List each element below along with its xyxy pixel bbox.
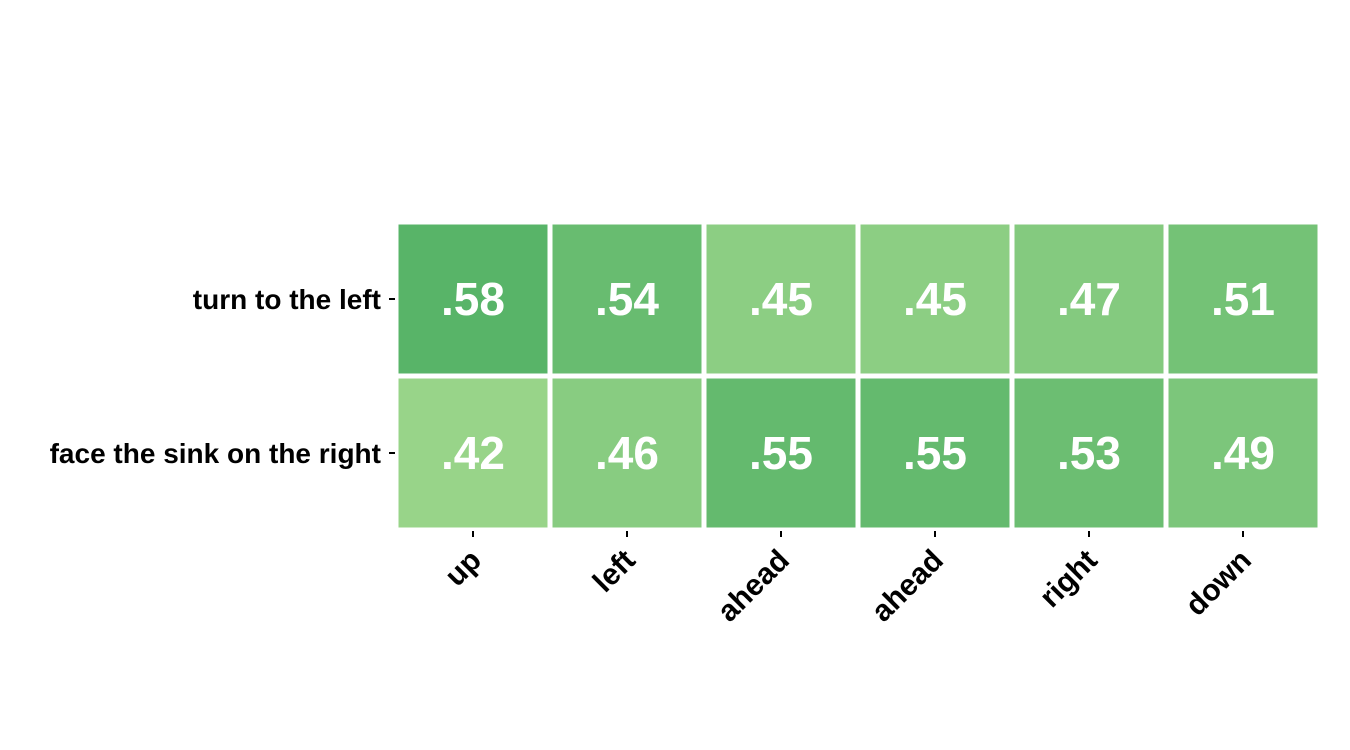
heatmap-cell-r0-c4 bbox=[1014, 224, 1164, 374]
column-axis: up left ahead ahead right down bbox=[439, 531, 1258, 628]
heatmap-cell-r1-c5 bbox=[1168, 378, 1318, 528]
cell-value-label: .53 bbox=[1057, 427, 1121, 479]
column-label: ahead bbox=[865, 544, 950, 629]
heatmap-cell-r1-c1 bbox=[552, 378, 702, 528]
cell-value-label: .51 bbox=[1211, 273, 1275, 325]
heatmap-cell-r0-c5 bbox=[1168, 224, 1318, 374]
cell-value-label: .42 bbox=[441, 427, 505, 479]
heatmap-cell-r0-c0 bbox=[398, 224, 548, 374]
heatmap-cell-r1-c3 bbox=[860, 378, 1010, 528]
row-axis: turn to the left face the sink on the rig… bbox=[50, 284, 395, 469]
column-label: up bbox=[439, 544, 488, 593]
column-label: down bbox=[1179, 544, 1258, 623]
heatmap-cell-r1-c4 bbox=[1014, 378, 1164, 528]
row-label: turn to the left bbox=[193, 284, 381, 315]
heatmap-cell-r0-c1 bbox=[552, 224, 702, 374]
heatmap-cell-r0-c2 bbox=[706, 224, 856, 374]
column-label: ahead bbox=[711, 544, 796, 629]
cell-value-label: .55 bbox=[903, 427, 967, 479]
cell-value-label: .49 bbox=[1211, 427, 1275, 479]
row-label: face the sink on the right bbox=[50, 438, 381, 469]
cell-value-label: .47 bbox=[1057, 273, 1121, 325]
cell-value-label: .58 bbox=[441, 273, 505, 325]
column-label: left bbox=[587, 544, 642, 599]
cell-value-label: .45 bbox=[903, 273, 967, 325]
heatmap-cell-r1-c0 bbox=[398, 378, 548, 528]
heatmap-cells: .58 .54 .45 .45 .47 .51 .42 .46 .55 .55 .53 .49 bbox=[398, 224, 1318, 528]
heatmap-cell-r1-c2 bbox=[706, 378, 856, 528]
cell-value-label: .45 bbox=[749, 273, 813, 325]
cell-value-label: .54 bbox=[595, 273, 659, 325]
column-label: right bbox=[1033, 544, 1103, 614]
cell-value-label: .55 bbox=[749, 427, 813, 479]
cell-value-label: .46 bbox=[595, 427, 659, 479]
heatmap-cell-r0-c3 bbox=[860, 224, 1010, 374]
